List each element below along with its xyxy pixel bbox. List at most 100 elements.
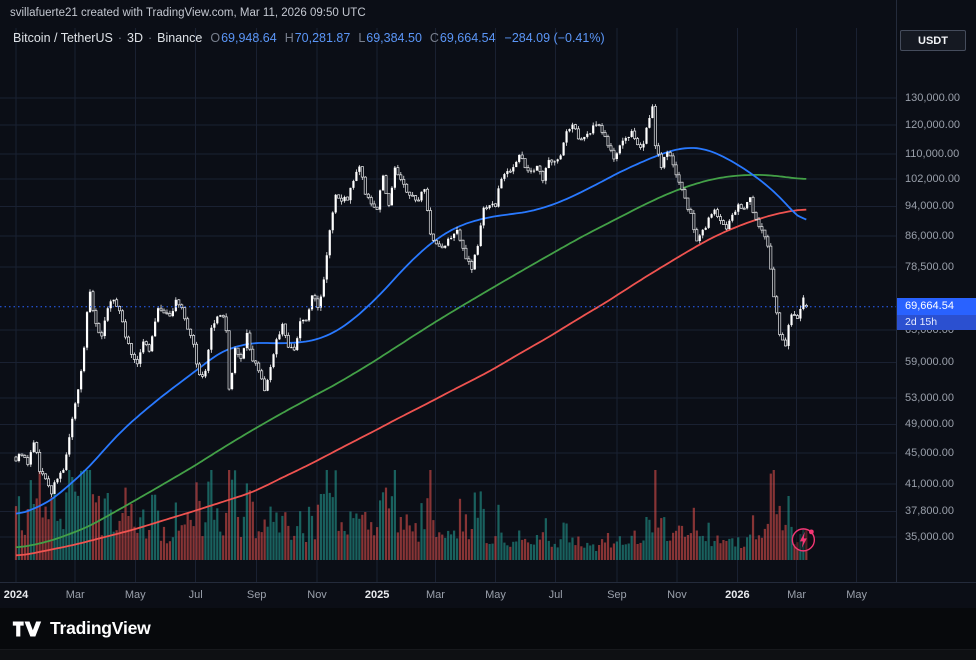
candle-body [405,183,409,193]
candles [14,104,808,498]
volume-bar [293,535,296,560]
ohlc-value: 69,384.50 [366,31,422,45]
volume-bar [657,527,660,560]
candle-body [506,171,509,175]
candle-body [592,125,595,134]
candle-body [381,175,385,191]
candle-body [62,469,65,473]
candle-body [313,295,317,300]
candle-body [721,220,725,225]
volume-bar [207,481,210,560]
volume-bar [500,532,503,560]
candle-body [713,209,716,215]
candle-body [322,279,325,297]
candle-body [254,360,258,364]
candle-body [653,106,657,147]
candle-body [213,323,216,328]
lightning-marker[interactable] [791,528,816,552]
volume-bar [14,506,18,560]
symbol-title[interactable]: Bitcoin / TetherUS [13,31,113,45]
candle-body [452,233,456,238]
candle-body [124,321,127,338]
volume-bar [689,533,692,560]
volume-bar [695,530,698,560]
candle-body [269,367,272,381]
symbol-legend: Bitcoin / TetherUS · 3D · Binance O69,94… [13,31,605,45]
candle-body [420,191,423,201]
volume-bar [213,519,216,560]
candle-body [82,347,86,372]
volume-bar [272,521,275,560]
candle-body [17,454,21,461]
volume-bar [603,542,607,560]
volume-bar [269,506,272,560]
candle-body [434,240,438,245]
volume-bar [174,502,177,560]
volume-bar [663,517,666,560]
volume-bar [331,497,334,560]
volume-bar [577,536,580,560]
volume-bar [299,511,302,560]
volume-bar [740,548,743,560]
candle-body [529,170,533,172]
volume-bar [20,530,24,560]
candle-body [784,339,788,347]
price-axis[interactable]: USDT 130,000.00 120,000.00 110,000.00 102,0… [896,0,976,582]
marker-notification-dot [808,529,814,535]
volume-bar [639,542,642,560]
legend-separator: · [147,31,153,45]
candle-body [476,246,479,255]
candle-body [523,158,527,169]
volume-bar [751,515,755,560]
last-price-badge[interactable]: 69,664.54 2d 15h [897,297,976,330]
currency-toggle-button[interactable]: USDT [900,30,966,51]
candle-body [541,171,545,182]
time-axis[interactable]: 2024 Mar May Jul Sep Nov 2025 Mar May Jul Sep Nov 20… [0,582,976,608]
candle-body [470,261,474,270]
volume-bar [248,490,251,560]
volume-bar [731,538,734,560]
volume-bar [435,537,438,560]
volume-bar [784,524,787,560]
volume-bar [686,535,690,560]
tradingview-logo[interactable]: TradingView [12,618,151,639]
candle-body [787,325,790,346]
volume-bar [233,470,237,560]
volume-bar [612,543,616,560]
candle-body [275,339,278,355]
volume-bar [373,535,376,560]
volume-bar [307,506,311,560]
candle-body [467,258,471,262]
volume-bar [754,539,758,560]
candle-body [204,370,207,377]
candle-body [428,210,432,235]
price-chart[interactable] [0,0,896,582]
candle-body [47,478,51,487]
volume-bar [266,526,269,560]
volume-bar [133,526,136,560]
candle-body [328,230,331,256]
interval-label[interactable]: 3D [127,31,143,45]
candle-body [219,315,222,317]
candle-body [186,318,190,330]
volume-bar [526,542,530,560]
volume-bar [56,520,59,560]
volume-bar [346,534,349,560]
candle-body [589,133,592,135]
volume-bar [805,530,808,560]
volume-bar [171,537,174,560]
volume-bar [88,470,92,560]
candle-body [423,189,426,192]
volume-bar [29,480,32,560]
candle-body [366,193,370,198]
candle-body [630,131,633,137]
price-tick-label: 45,000.00 [905,446,954,459]
volume-bar [589,545,592,560]
candle-body [704,227,707,230]
volume-bar [473,492,476,560]
volume-bar [485,543,488,560]
candle-body [32,442,35,453]
candle-body [668,151,672,157]
volume-bar [349,511,352,560]
volume-bar [41,517,44,560]
